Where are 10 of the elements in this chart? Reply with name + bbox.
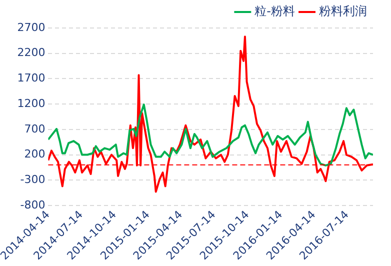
- legend-label: 粒-粉料: [254, 4, 296, 18]
- y-tick-label: 2200: [17, 46, 46, 60]
- y-tick-label: 2700: [17, 20, 46, 34]
- y-tick-label: 1200: [17, 96, 46, 110]
- y-tick-label: -300: [20, 172, 46, 186]
- y-tick-label: -800: [20, 198, 46, 212]
- y-tick-label: 200: [24, 148, 46, 161]
- y-tick-label: 700: [24, 122, 46, 136]
- y-tick-label: 1700: [17, 72, 46, 85]
- legend-label: 粉料利润: [319, 4, 367, 18]
